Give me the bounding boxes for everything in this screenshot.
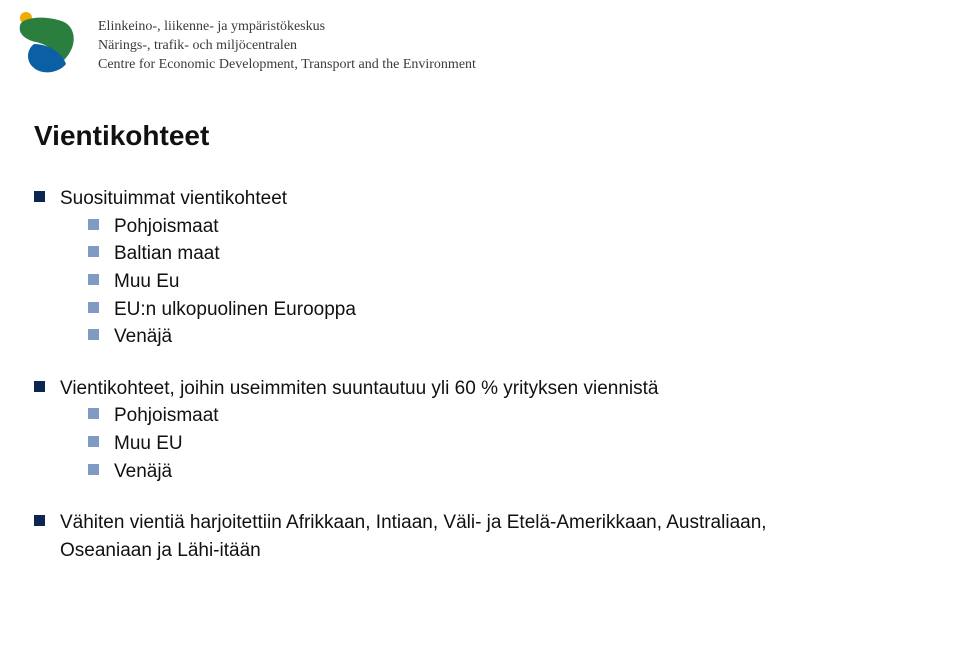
org-name-fi: Elinkeino-, liikenne- ja ympäristökeskus [98, 18, 476, 37]
list-item: Muu Eu [114, 269, 179, 295]
block-popular-destinations: Suosituimmat vientikohteet Pohjoismaat B… [34, 186, 925, 350]
bullet-icon [88, 274, 99, 285]
block2-lead: Vientikohteet, joihin useimmiten suuntau… [60, 376, 658, 402]
bullet-icon [88, 246, 99, 257]
bullet-icon [88, 408, 99, 419]
list-item: Pohjoismaat [114, 214, 219, 240]
header: Elinkeino-, liikenne- ja ympäristökeskus… [0, 0, 959, 80]
list-item: Pohjoismaat [114, 403, 219, 429]
bullet-icon [88, 436, 99, 447]
page-title: Vientikohteet [34, 120, 925, 152]
bullet-icon [88, 329, 99, 340]
list-item: Muu EU [114, 431, 183, 457]
block-over-60-percent: Vientikohteet, joihin useimmiten suuntau… [34, 376, 925, 485]
list-item: Venäjä [114, 459, 172, 485]
block3-continuation: Oseaniaan ja Lähi-itään [60, 538, 925, 564]
block1-lead: Suosituimmat vientikohteet [60, 186, 287, 212]
org-names: Elinkeino-, liikenne- ja ympäristökeskus… [98, 10, 476, 75]
bullet-icon [88, 464, 99, 475]
block-least-export: Vähiten vientiä harjoitettiin Afrikkaan,… [34, 510, 925, 563]
bullet-icon [88, 219, 99, 230]
bullet-icon [34, 381, 45, 392]
slide-content: Vientikohteet Suosituimmat vientikohteet… [0, 80, 959, 564]
list-item: Baltian maat [114, 241, 220, 267]
list-item: EU:n ulkopuolinen Eurooppa [114, 297, 356, 323]
bullet-icon [34, 191, 45, 202]
list-item: Venäjä [114, 324, 172, 350]
org-name-sv: Närings-, trafik- och miljöcentralen [98, 37, 476, 56]
bullet-icon [34, 515, 45, 526]
block3-lead: Vähiten vientiä harjoitettiin Afrikkaan,… [60, 510, 767, 536]
org-name-en: Centre for Economic Development, Transpo… [98, 56, 476, 75]
org-logo [14, 10, 84, 80]
bullet-icon [88, 302, 99, 313]
